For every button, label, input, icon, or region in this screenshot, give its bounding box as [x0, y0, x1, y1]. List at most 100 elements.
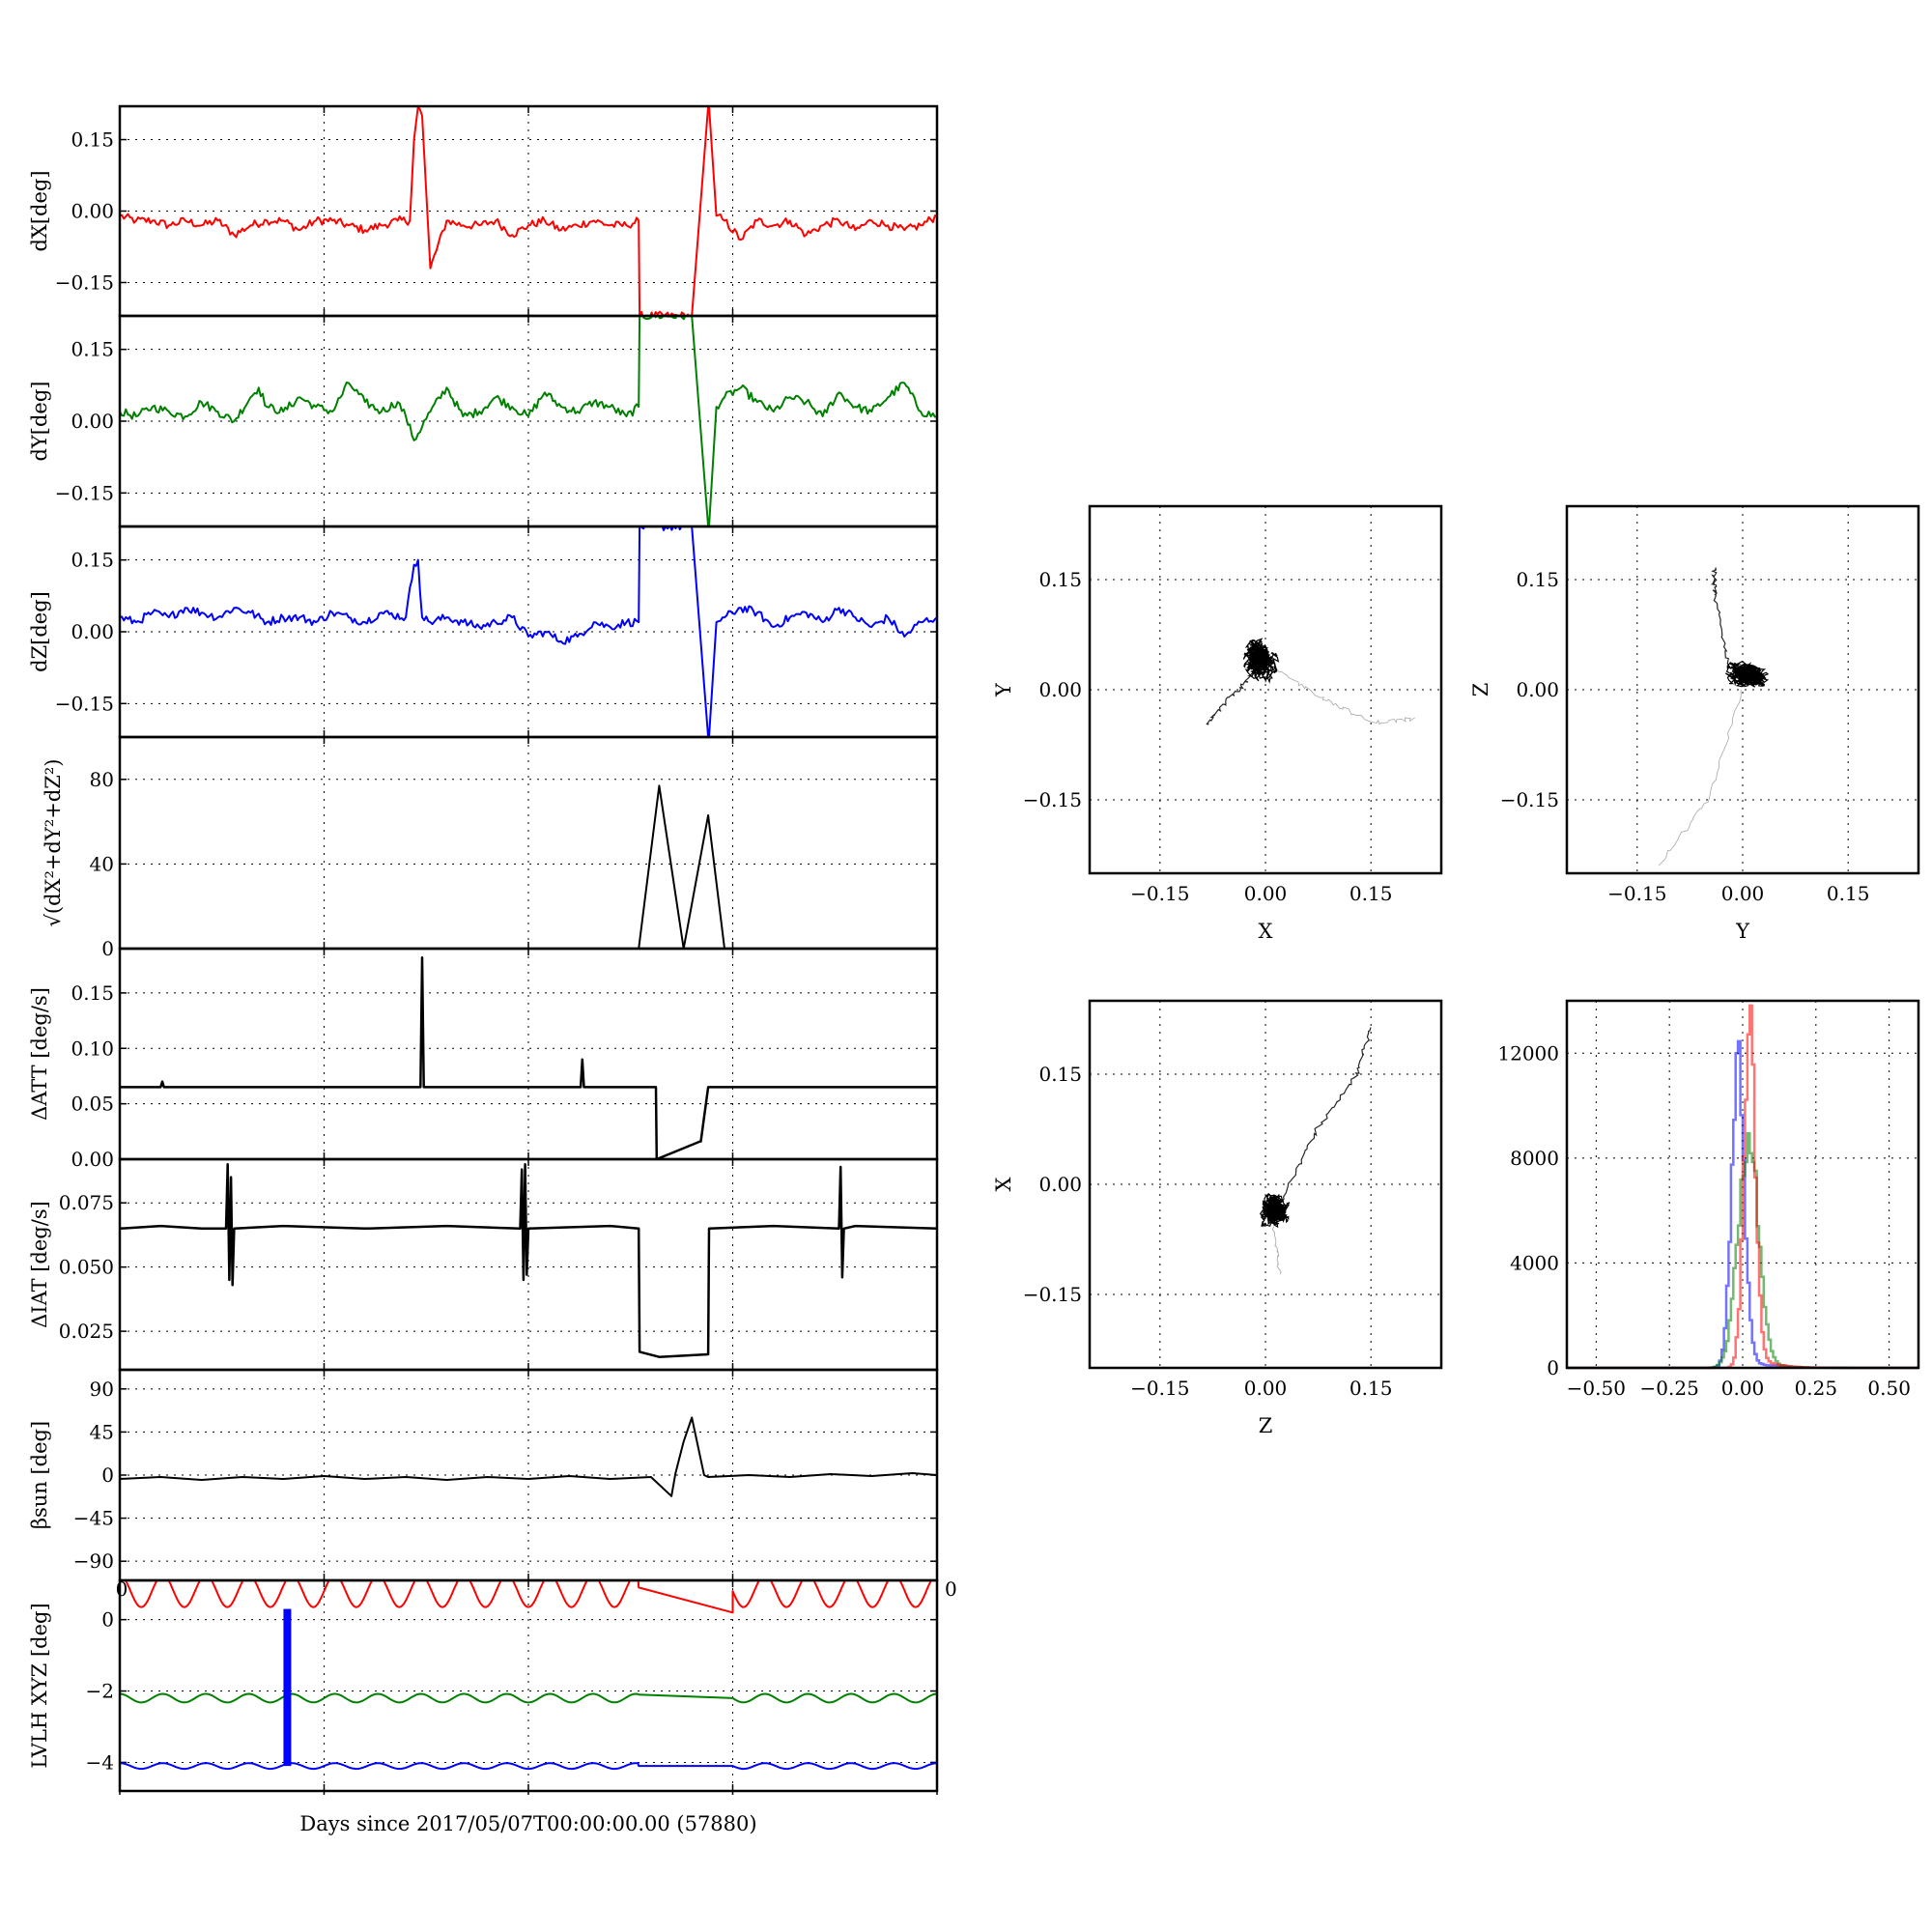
y-tick-label: 12000	[1497, 1041, 1559, 1065]
y-tick-label: 0.00	[71, 1148, 114, 1171]
y-tick-label: 0.00	[71, 620, 114, 643]
histogram-series-2	[1567, 1004, 1918, 1370]
scatter-tail	[1278, 1027, 1372, 1207]
series-line-0	[120, 955, 937, 1159]
x-tick-label: 0.00	[1244, 1377, 1288, 1400]
x-tick-label: 0.50	[1867, 1377, 1911, 1400]
y-tick-label: −4	[86, 1750, 114, 1774]
scatter-points	[1206, 638, 1416, 725]
y-axis-label: √(dX²+dY²+dZ²)	[42, 759, 65, 927]
lvlh-spike	[283, 1608, 292, 1767]
series-line-0	[120, 106, 937, 316]
x-tick-label: −0.15	[1607, 882, 1666, 905]
x-tick-label: −0.15	[1130, 882, 1189, 905]
scatter-panel-0: −0.15 −0.15 0.00 0.00 0.15 0.15 X Y	[992, 504, 1443, 943]
y-tick-label: 0.15	[1038, 568, 1082, 591]
y-tick-label: 0	[1547, 1356, 1559, 1379]
plot-area	[120, 526, 937, 737]
y-tick-label: 0.075	[59, 1191, 114, 1214]
y-axis-label: X	[992, 1177, 1015, 1191]
x-tick-label: 0.25	[1795, 1377, 1838, 1400]
y-axis-label: βsun [deg]	[28, 1421, 51, 1529]
scatter-cluster	[1259, 1193, 1291, 1229]
panel-5: 0.075 0.050 0.025 ΔIAT [deg/s]	[28, 1157, 939, 1372]
x-tick-label: 0.15	[1827, 882, 1870, 905]
series-line-0	[120, 316, 937, 526]
y-axis-label: dZ[deg]	[28, 591, 51, 672]
y-tick-label: 0.00	[71, 200, 114, 223]
y-axis-label: Y	[992, 682, 1015, 697]
y-tick-label: −0.15	[1023, 1283, 1082, 1306]
y-tick-label: −2	[86, 1680, 114, 1703]
x-tick-label: −0.25	[1640, 1377, 1699, 1400]
series-line-0	[124, 1580, 933, 1614]
y-axis-label: LVLH XYZ [deg]	[28, 1603, 51, 1768]
y-tick-label: −0.15	[55, 481, 114, 504]
axes-frame	[1565, 999, 1920, 1370]
x-tick-label: 0.00	[1721, 882, 1765, 905]
plot-area	[120, 955, 937, 1159]
axes-frame	[1565, 504, 1920, 875]
y-tick-label: −0.15	[55, 270, 114, 294]
scatter-tail	[1658, 689, 1742, 867]
x-tick-label: −0.15	[1130, 1377, 1189, 1400]
scatter-cluster	[1242, 638, 1280, 684]
plot-area	[120, 1416, 937, 1497]
plot-area	[120, 106, 937, 316]
y-tick-label: 0.15	[71, 128, 114, 152]
scatter-points	[1259, 1027, 1372, 1275]
histogram-panel: −0.50 −0.25 0.00 0.25 0.50 12000 8000 4000 0	[1497, 999, 1920, 1400]
series-line-0	[120, 1163, 937, 1358]
y-tick-label: 0.15	[71, 549, 114, 572]
plot-area	[120, 316, 937, 526]
y-tick-label: 80	[90, 768, 114, 791]
y-tick-label: 0.15	[71, 338, 114, 361]
y-tick-label: 0.050	[59, 1256, 114, 1279]
y-tick-label: −0.15	[55, 692, 114, 715]
x-axis-label: Z	[1259, 1414, 1273, 1437]
y-tick-label: 0.15	[1038, 1063, 1082, 1086]
scatter-panel-1: −0.15 −0.15 0.00 0.00 0.15 0.15 Y Z	[1469, 504, 1920, 943]
y-tick-label: −0.15	[1023, 788, 1082, 811]
plot-area	[120, 1580, 937, 1771]
y-tick-label: 0.025	[59, 1320, 114, 1343]
axes-frame	[1088, 999, 1443, 1370]
y-tick-label: 0.15	[71, 981, 114, 1005]
y-tick-label: 0.15	[1516, 568, 1559, 591]
y-tick-label: 45	[90, 1420, 114, 1443]
panel-6: 90 45 0 −45 −90 βsun [deg]	[28, 1368, 939, 1582]
y-tick-label: 0.05	[71, 1093, 114, 1116]
scatter-tail	[1271, 1226, 1282, 1275]
y-axis-label: Z	[1469, 683, 1492, 697]
scatter-points	[1658, 567, 1770, 867]
y-tick-label: 0	[101, 937, 114, 960]
scatter-tail	[1271, 668, 1416, 725]
y-tick-label: 0.00	[1038, 1173, 1082, 1196]
series-line-0	[120, 1416, 937, 1497]
tick-label-zero: 0	[945, 1577, 957, 1601]
y-tick-label: 0	[101, 1608, 114, 1632]
y-tick-label: 8000	[1510, 1147, 1559, 1170]
x-tick-label: 0.15	[1350, 1377, 1393, 1400]
plot-area	[120, 1163, 937, 1358]
panel-4: 0.15 0.10 0.05 0.00 ΔATT [deg/s]	[28, 947, 939, 1171]
scatter-panel-2: −0.15 −0.15 0.00 0.00 0.15 0.15 Z X	[992, 999, 1443, 1437]
x-tick-label: 0.00	[1244, 882, 1288, 905]
x-axis-label: Y	[1735, 920, 1750, 943]
y-axis-label: ΔATT [deg/s]	[28, 987, 51, 1121]
y-axis-label: dY[deg]	[28, 381, 51, 461]
y-axis-label: dX[deg]	[28, 170, 51, 251]
y-tick-label: 0.00	[1516, 678, 1559, 701]
scatter-cluster	[1724, 660, 1770, 688]
panel-7: 0 −2 −4 LVLH XYZ [deg]	[28, 1578, 939, 1793]
panel-3: 80 40 0 √(dX²+dY²+dZ²)	[42, 735, 939, 960]
y-tick-label: 90	[90, 1378, 114, 1401]
scatter-tail	[1710, 567, 1730, 668]
y-tick-label: 4000	[1510, 1251, 1559, 1274]
series-line-0	[120, 526, 937, 737]
x-axis-label: X	[1259, 920, 1273, 943]
